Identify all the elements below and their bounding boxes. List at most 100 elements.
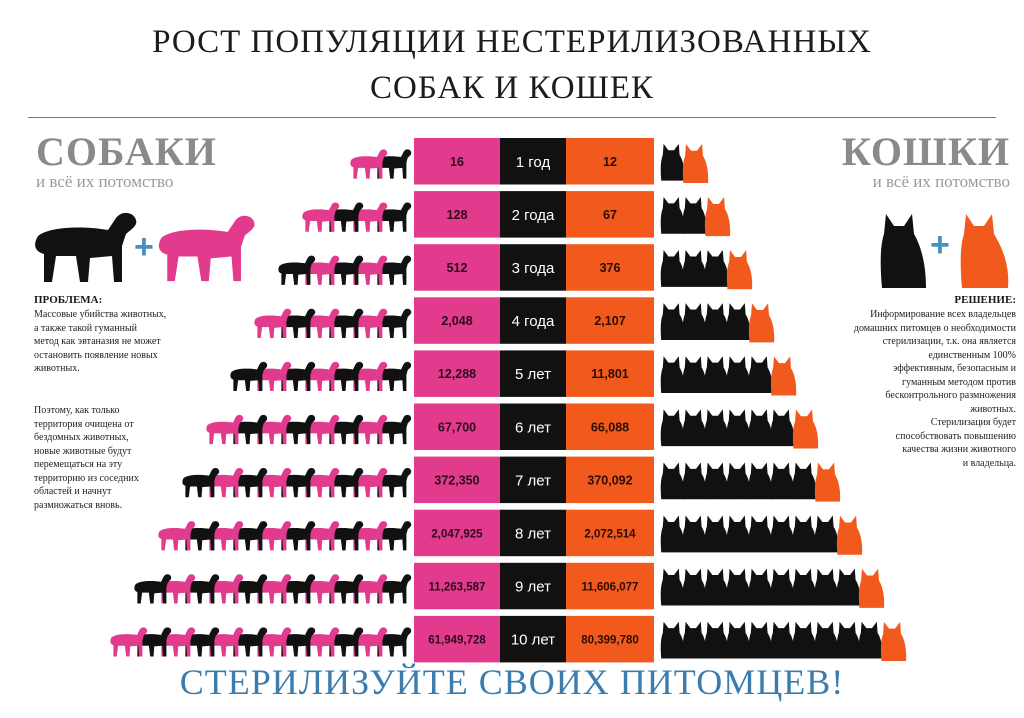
cat-silhouette-icon xyxy=(726,621,751,659)
solution-line: Стерилизация будет xyxy=(930,417,1016,428)
dog-count-cell xyxy=(414,403,500,450)
cat-silhouette-icon xyxy=(660,409,685,447)
title-divider xyxy=(28,117,996,118)
problem-line: перемещаться на эту xyxy=(34,459,123,470)
year-label: 7 лет xyxy=(515,472,551,489)
problem-line: метод как эвтаназия не может xyxy=(34,336,161,347)
solution-line: и владельца. xyxy=(962,457,1016,469)
dog-count-label: 16 xyxy=(450,155,464,169)
year-label: 5 лет xyxy=(515,366,551,383)
dog-silhouette-icon xyxy=(134,574,172,604)
cat-count-label: 12 xyxy=(603,155,617,169)
solution-title: РЕШЕНИЕ: xyxy=(954,294,1016,306)
cat-count-cell xyxy=(566,350,654,397)
cat-count-cell xyxy=(566,138,654,185)
dog-count-label: 12,288 xyxy=(438,367,476,381)
dog-silhouette-icon xyxy=(278,255,316,285)
cat-silhouette-icon xyxy=(814,515,839,553)
cat-silhouette-icon xyxy=(770,621,795,659)
year-cell xyxy=(500,138,566,185)
footer-slogan: СТЕРИЛИЗУЙТЕ СВОИХ ПИТОМЦЕВ! xyxy=(179,662,845,702)
pyramid-row: 16 1 год 12 xyxy=(350,138,709,185)
cat-silhouette-icon xyxy=(682,409,707,447)
year-label: 6 лет xyxy=(515,419,551,436)
pyramid-row: 2,047,925 8 лет 2,072,514 xyxy=(158,509,863,557)
cat-silhouette-icon xyxy=(682,462,707,500)
problem-line: а также такой гуманный xyxy=(34,322,138,334)
cat-silhouette-icon xyxy=(748,515,773,553)
year-label: 1 год xyxy=(516,154,551,171)
dog-count-label: 61,949,728 xyxy=(428,635,486,647)
cat-silhouette-icon xyxy=(792,515,817,553)
cat-silhouette-icon xyxy=(770,462,795,500)
year-label: 9 лет xyxy=(515,579,551,596)
dog-count-label: 372,350 xyxy=(434,473,479,487)
cat-silhouette-icon xyxy=(792,462,817,500)
problem-line: территория очищена от xyxy=(34,418,134,430)
black-cat-icon xyxy=(880,214,926,288)
cat-silhouette-icon xyxy=(836,621,861,659)
dog-count-label: 128 xyxy=(447,208,468,222)
cat-count-cell xyxy=(566,297,654,344)
year-cell xyxy=(500,562,566,610)
plus-sign-dogs: + xyxy=(134,228,154,266)
cat-silhouette-icon xyxy=(748,356,773,394)
cat-count-cell xyxy=(566,509,654,557)
dog-silhouette-icon xyxy=(158,521,196,551)
cat-silhouette-icon xyxy=(660,303,685,340)
cat-silhouette-icon xyxy=(858,621,883,659)
cat-silhouette-icon xyxy=(770,409,795,447)
cat-silhouette-icon xyxy=(704,409,729,447)
cat-silhouette-icon xyxy=(792,409,819,449)
pyramid-row: 12,288 5 лет 11,801 xyxy=(230,350,797,397)
cat-silhouette-icon xyxy=(704,462,729,500)
cat-silhouette-icon xyxy=(704,250,729,287)
problem-line: областей и начнут xyxy=(34,486,112,497)
cat-count-label: 66,088 xyxy=(591,420,629,434)
dog-count-label: 2,047,925 xyxy=(431,528,483,540)
dog-count-cell xyxy=(414,297,500,344)
solution-text: Информирование всех владельцев домашних … xyxy=(806,308,1016,470)
solution-line: гуманным методом против xyxy=(901,376,1016,388)
cat-silhouette-icon xyxy=(792,568,817,606)
dog-silhouette-icon xyxy=(230,361,268,392)
dog-count-label: 2,048 xyxy=(441,314,472,328)
page-title-line2: СОБАК И КОШЕК xyxy=(369,70,654,106)
cat-silhouette-icon xyxy=(704,197,731,237)
cat-silhouette-icon xyxy=(704,515,729,553)
dog-silhouette-icon xyxy=(182,468,220,498)
cat-silhouette-icon xyxy=(726,462,751,500)
dog-silhouette-icon xyxy=(302,202,340,232)
problem-line: остановить появление новых xyxy=(34,349,158,361)
problem-line: бездомных животных, xyxy=(34,432,129,443)
problem-line: новые животные будут xyxy=(34,445,132,457)
year-label: 8 лет xyxy=(515,525,551,542)
cat-silhouette-icon xyxy=(748,621,773,659)
problem-text-2: Поэтому, как только территория очищена о… xyxy=(34,404,204,512)
pyramid-row: 11,263,587 9 лет 11,606,077 xyxy=(134,562,885,610)
dog-count-label: 11,263,587 xyxy=(429,582,486,594)
dog-count-cell xyxy=(414,456,500,504)
plus-sign-cats: + xyxy=(930,226,950,264)
year-cell xyxy=(500,244,566,291)
cat-silhouette-icon xyxy=(660,568,685,606)
cat-count-cell xyxy=(566,456,654,504)
dogs-subheading: и всё их потомство xyxy=(36,172,174,191)
cat-silhouette-icon xyxy=(836,515,863,555)
cat-count-label: 11,606,077 xyxy=(582,582,639,594)
dog-silhouette-icon xyxy=(350,149,388,179)
page-title-line1: РОСТ ПОПУЛЯЦИИ НЕСТЕРИЛИЗОВАННЫХ xyxy=(152,24,872,60)
year-cell xyxy=(500,456,566,504)
cat-silhouette-icon xyxy=(814,568,839,606)
cat-silhouette-icon xyxy=(682,568,707,606)
cat-silhouette-icon xyxy=(770,356,797,396)
pyramid-row: 128 2 года 67 xyxy=(302,191,731,238)
dog-count-cell xyxy=(414,191,500,238)
solution-line: эффективным, безопасным и xyxy=(892,363,1016,374)
cat-silhouette-icon xyxy=(682,303,707,340)
cat-count-label: 370,092 xyxy=(587,473,632,487)
year-cell xyxy=(500,615,566,663)
cat-count-label: 2,072,514 xyxy=(584,528,636,540)
solution-line: качества жизни животного xyxy=(902,444,1016,455)
solution-line: Информирование всех владельцев xyxy=(870,309,1016,320)
